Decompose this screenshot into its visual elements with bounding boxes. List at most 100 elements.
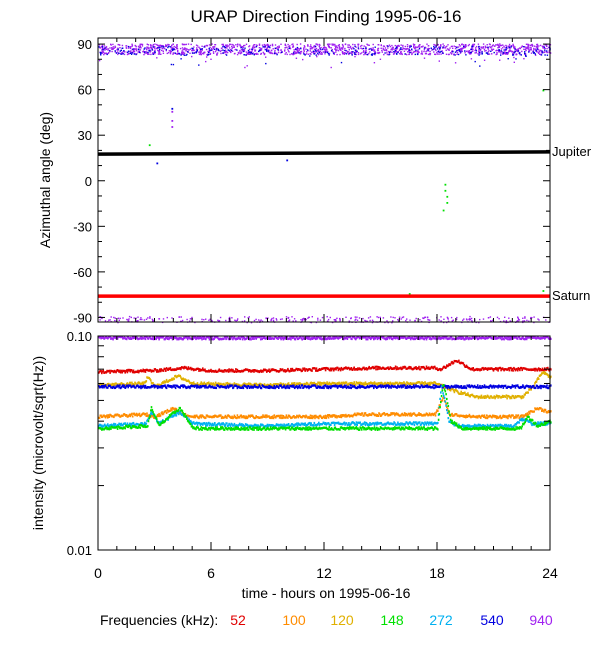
azimuth-point-940 — [164, 45, 167, 48]
intensity-point-120 — [454, 388, 456, 392]
intensity-point-940 — [518, 335, 520, 338]
intensity-point-120 — [471, 393, 474, 396]
azimuth-point-940 — [253, 319, 256, 322]
azimuth-point-940 — [240, 52, 243, 54]
intensity-point-52 — [156, 369, 159, 372]
intensity-point-940 — [146, 335, 148, 338]
intensity-point-540 — [419, 386, 422, 389]
intensity-point-100 — [331, 415, 334, 418]
azimuth-point-940 — [243, 320, 246, 322]
intensity-point-540 — [153, 384, 155, 387]
azimuth-point-940 — [240, 48, 243, 51]
azimuth-point-940 — [383, 45, 386, 47]
azimuth-point-540 — [154, 51, 156, 53]
azimuth-point-940 — [286, 53, 288, 56]
intensity-point-100 — [146, 412, 148, 415]
azimuth-point-540 — [432, 48, 434, 51]
azimuth-point-940 — [149, 317, 151, 319]
azimuth-point-940 — [462, 319, 464, 321]
intensity-point-540 — [473, 384, 476, 387]
azimuth-point-940 — [271, 52, 274, 55]
azimuth-point-540 — [357, 47, 360, 49]
intensity-point-120 — [422, 382, 425, 385]
intensity-point-100 — [171, 409, 173, 412]
azimuth-point-940 — [499, 51, 501, 53]
azimuth-point-940 — [254, 44, 256, 46]
intensity-point-100 — [205, 416, 207, 419]
intensity-point-540 — [321, 386, 324, 389]
intensity-point-120 — [272, 384, 274, 387]
intensity-point-540 — [493, 386, 496, 389]
intensity-point-540 — [272, 386, 275, 390]
intensity-point-940 — [158, 338, 160, 341]
azimuth-point-940 — [253, 53, 256, 55]
intensity-point-120 — [449, 389, 452, 392]
azimuth-y-tick-label: -60 — [73, 265, 92, 280]
intensity-point-52 — [186, 368, 189, 371]
azimuth-point-540 — [460, 51, 462, 53]
intensity-point-52 — [377, 365, 380, 369]
intensity-point-940 — [316, 337, 319, 340]
azimuth-point-940 — [183, 53, 185, 55]
intensity-point-540 — [165, 386, 168, 390]
azimuth-point-940 — [326, 50, 328, 52]
intensity-point-52 — [521, 368, 523, 372]
intensity-point-940 — [263, 335, 266, 338]
intensity-point-120 — [524, 393, 526, 396]
azimuth-point-940 — [272, 320, 275, 323]
intensity-point-940 — [328, 337, 331, 340]
azimuth-point-940 — [249, 48, 251, 50]
intensity-point-52 — [419, 368, 422, 371]
azimuth-point-940 — [173, 45, 175, 48]
azimuth-point-940 — [147, 317, 149, 319]
azimuth-point-940 — [394, 317, 396, 319]
intensity-point-52 — [287, 369, 290, 372]
azimuth-point-940 — [459, 45, 461, 47]
azimuth-point-940 — [234, 319, 236, 321]
intensity-point-52 — [547, 366, 549, 369]
intensity-point-940 — [200, 336, 203, 339]
azimuth-point-940 — [323, 51, 325, 53]
azimuth-point-940 — [148, 53, 150, 55]
intensity-point-940 — [301, 338, 303, 341]
azimuth-point-940 — [496, 49, 498, 51]
intensity-point-940 — [334, 337, 337, 340]
azimuth-point-940 — [186, 48, 188, 50]
intensity-point-940 — [391, 338, 394, 341]
intensity-point-120 — [455, 389, 458, 392]
azimuth-point-940 — [538, 319, 540, 321]
azimuth-point-540 — [277, 48, 279, 51]
azimuth-point-940 — [403, 50, 406, 52]
azimuth-point-940 — [421, 46, 423, 48]
azimuth-point-940 — [299, 52, 301, 54]
azimuth-point-940 — [183, 43, 185, 46]
intensity-point-52 — [439, 367, 441, 371]
intensity-point-940 — [229, 337, 232, 340]
azimuth-point-940 — [158, 46, 160, 49]
intensity-point-52 — [227, 370, 230, 373]
azimuth-point-940 — [387, 321, 389, 324]
azimuth-point-940 — [291, 53, 294, 55]
azimuth-point-940 — [546, 47, 548, 50]
azimuth-point-940 — [149, 51, 151, 53]
azimuth-point-540 — [442, 52, 444, 54]
intensity-point-540 — [326, 386, 328, 389]
azimuth-point-940 — [360, 47, 362, 49]
intensity-point-940 — [213, 337, 215, 340]
azimuth-point-940 — [140, 47, 142, 49]
intensity-series-940 — [98, 335, 552, 341]
intensity-point-52 — [305, 368, 308, 371]
intensity-point-120 — [293, 382, 296, 385]
azimuth-point-540 — [240, 46, 242, 49]
intensity-point-100 — [161, 411, 163, 414]
azimuth-point-940 — [339, 53, 341, 56]
intensity-point-120 — [191, 382, 193, 385]
azimuth-point-940 — [505, 320, 508, 322]
intensity-point-940 — [194, 336, 196, 339]
azimuth-point-940 — [168, 50, 170, 52]
azimuth-point-940 — [378, 51, 381, 54]
azimuth-point-940 — [499, 43, 501, 45]
azimuth-point-540 — [100, 52, 102, 54]
azimuth-point-940 — [486, 46, 488, 48]
